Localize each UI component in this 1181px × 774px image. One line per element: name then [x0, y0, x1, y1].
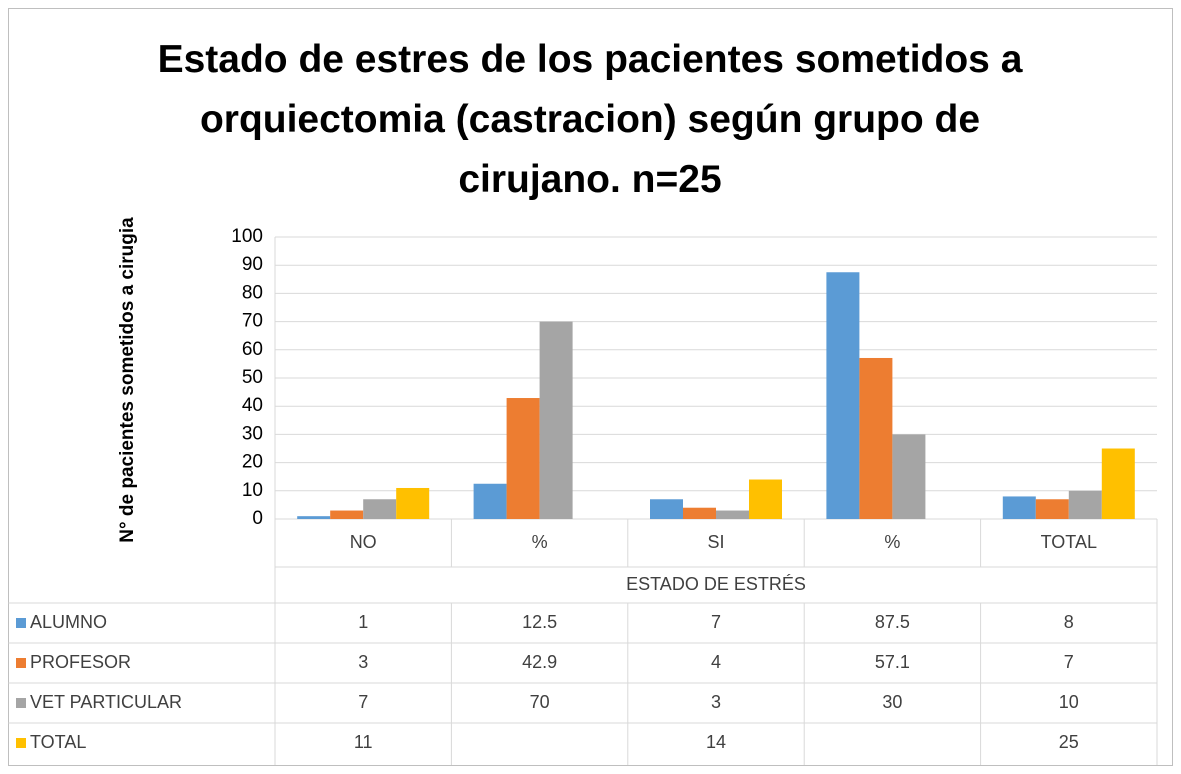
y-tick-label: 50	[242, 367, 263, 388]
table-value: 87.5	[875, 612, 910, 632]
legend-key	[16, 738, 26, 748]
bar	[749, 479, 782, 519]
y-axis-label: N° de pacientes sometidos a cirugia	[117, 217, 138, 543]
table-value: 1	[358, 612, 368, 632]
bar	[650, 499, 683, 519]
y-tick-label: 0	[252, 508, 263, 529]
legend-label: ALUMNO	[30, 612, 107, 632]
table-value: 3	[711, 692, 721, 712]
x-tick-label: %	[884, 532, 900, 552]
x-tick-label: NO	[350, 532, 377, 552]
bar	[1068, 490, 1102, 519]
y-tick-label: 20	[242, 452, 263, 473]
legend-label: VET PARTICULAR	[30, 692, 182, 712]
table-value: 14	[706, 732, 726, 752]
bar	[506, 398, 540, 519]
bar	[539, 321, 573, 519]
table-value: 70	[530, 692, 550, 712]
table-value: 3	[358, 652, 368, 672]
table-value: 11	[354, 732, 373, 752]
y-tick-label: 30	[242, 423, 263, 444]
bar	[330, 510, 364, 519]
table-value: 57.1	[875, 652, 910, 672]
legend-label: TOTAL	[30, 732, 86, 752]
legend-key	[16, 698, 26, 708]
y-tick-label: 40	[242, 395, 263, 416]
y-tick-label: 70	[242, 311, 263, 332]
x-tick-label: SI	[707, 532, 724, 552]
table-value: 8	[1064, 612, 1074, 632]
bar	[683, 507, 716, 519]
table-value: 10	[1059, 692, 1079, 712]
bar	[1002, 496, 1036, 519]
y-tick-label: 90	[242, 254, 263, 275]
table-value: 25	[1059, 732, 1079, 752]
table-value: 7	[1064, 652, 1074, 672]
x-axis-label: ESTADO DE ESTRÉS	[626, 574, 806, 594]
bar	[396, 487, 430, 519]
chart-border	[8, 8, 1173, 766]
table-value: 42.9	[522, 652, 557, 672]
bar	[716, 510, 749, 519]
y-tick-label: 60	[242, 339, 263, 360]
legend-label: PROFESOR	[30, 652, 131, 672]
bar	[297, 516, 331, 519]
legend-key	[16, 658, 26, 668]
x-tick-label: %	[532, 532, 548, 552]
y-tick-label: 80	[242, 282, 263, 303]
table-value: 12.5	[522, 612, 557, 632]
y-tick-label: 10	[242, 480, 263, 501]
table-value: 4	[711, 652, 721, 672]
bar	[1035, 499, 1069, 519]
bar	[363, 499, 397, 519]
table-value: 30	[882, 692, 902, 712]
bar	[859, 357, 893, 519]
bar	[473, 483, 507, 519]
bar	[826, 272, 860, 519]
chart-title: Estado de estres de los pacientes someti…	[157, 38, 1023, 201]
x-tick-label: TOTAL	[1041, 532, 1097, 552]
legend-key	[16, 618, 26, 628]
bar	[892, 434, 926, 519]
table-value: 7	[358, 692, 368, 712]
bar	[1101, 448, 1135, 519]
y-tick-label: 100	[231, 226, 263, 247]
table-value: 7	[711, 612, 721, 632]
